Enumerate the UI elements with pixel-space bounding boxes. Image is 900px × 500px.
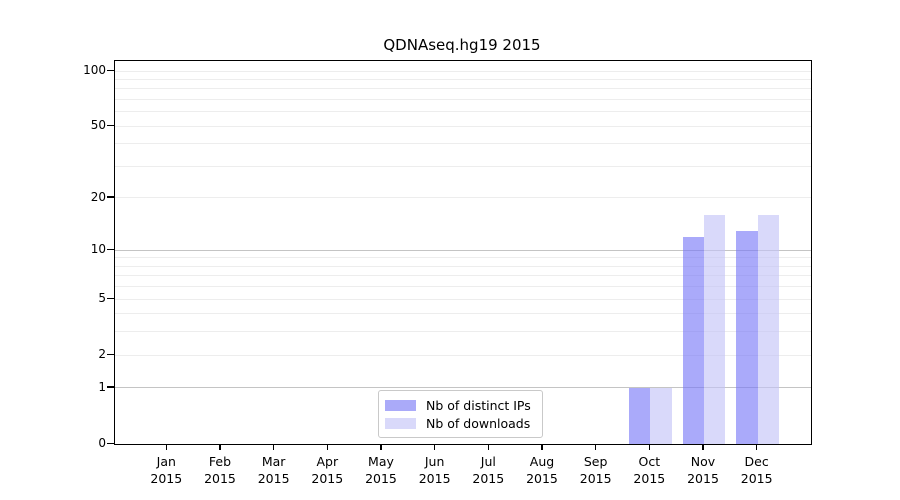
y-tick-mark-2 <box>107 353 114 355</box>
y-tick-label-5: 5 <box>98 291 106 306</box>
minor-gridline-7 <box>115 275 811 277</box>
minor-gridline-90 <box>115 78 811 80</box>
y-tick-mark-50 <box>107 124 114 126</box>
bar-nb-of-distinct-ips-oct-2015 <box>628 387 651 444</box>
y-tick-label-100: 100 <box>83 63 106 77</box>
x-tick-label-jun-2015: Jun 2015 <box>418 454 451 486</box>
x-tick-mark-jan <box>165 444 167 450</box>
x-tick-mark-dec <box>756 444 758 450</box>
legend-swatch-distinct-ips <box>385 399 416 411</box>
minor-gridline-80 <box>115 88 811 90</box>
x-tick-label-mar-2015: Mar 2015 <box>257 454 290 486</box>
x-tick-label-may-2015: May 2015 <box>365 454 397 486</box>
legend-swatch-downloads <box>385 417 416 429</box>
x-tick-label-jan-2015: Jan 2015 <box>150 454 183 486</box>
x-tick-label-dec-2015: Dec 2015 <box>740 454 773 486</box>
minor-gridline-60 <box>115 111 811 113</box>
legend-item-downloads: Nb of downloads <box>385 414 534 432</box>
minor-gridline-2 <box>115 354 811 356</box>
x-tick-mark-aug <box>541 444 543 450</box>
y-tick-label-50: 50 <box>90 118 106 133</box>
minor-gridline-4 <box>115 313 811 315</box>
major-gridline-10 <box>115 249 811 251</box>
x-tick-mark-oct <box>648 444 650 450</box>
x-tick-mark-nov <box>702 444 704 450</box>
minor-gridline-70 <box>115 98 811 100</box>
y-tick-mark-10 <box>107 248 114 250</box>
minor-gridline-50 <box>115 125 811 127</box>
minor-gridline-30 <box>115 165 811 167</box>
y-tick-mark-20 <box>107 196 114 198</box>
y-tick-label-1: 1 <box>98 379 106 394</box>
bar-nb-of-downloads-oct-2015 <box>650 387 672 444</box>
x-tick-label-sep-2015: Sep 2015 <box>579 454 612 486</box>
y-tick-mark-100 <box>107 69 114 71</box>
x-tick-label-feb-2015: Feb 2015 <box>204 454 236 486</box>
x-tick-mark-jun <box>434 444 436 450</box>
y-tick-mark-1 <box>107 386 114 388</box>
minor-gridline-9 <box>115 257 811 259</box>
minor-gridline-6 <box>115 286 811 288</box>
minor-gridline-8 <box>115 265 811 267</box>
x-tick-label-jul-2015: Jul 2015 <box>472 454 505 486</box>
x-tick-mark-feb <box>219 444 221 450</box>
bar-nb-of-distinct-ips-dec-2015 <box>736 230 758 444</box>
x-tick-label-aug-2015: Aug 2015 <box>526 454 558 486</box>
y-tick-label-20: 20 <box>90 189 106 204</box>
minor-gridline-100 <box>115 70 811 72</box>
legend-label-distinct-ips: Nb of distinct IPs <box>426 397 531 413</box>
x-tick-mark-apr <box>326 444 328 450</box>
chart-title: QDNAseq.hg19 2015 <box>383 36 541 54</box>
x-tick-mark-sep <box>595 444 597 450</box>
x-tick-mark-jul <box>487 444 489 450</box>
y-tick-mark-0 <box>107 442 114 444</box>
legend-item-distinct-ips: Nb of distinct IPs <box>385 396 534 414</box>
y-tick-label-0: 0 <box>98 436 106 450</box>
minor-gridline-40 <box>115 143 811 145</box>
bar-nb-of-distinct-ips-nov-2015 <box>682 236 704 444</box>
x-tick-label-nov-2015: Nov 2015 <box>687 454 719 486</box>
minor-gridline-20 <box>115 197 811 199</box>
bar-nb-of-downloads-nov-2015 <box>704 215 726 444</box>
x-tick-mark-may <box>380 444 382 450</box>
x-tick-mark-mar <box>273 444 275 450</box>
major-gridline-1 <box>115 387 811 389</box>
minor-gridline-3 <box>115 331 811 333</box>
y-tick-label-2: 2 <box>98 347 106 362</box>
minor-gridline-5 <box>115 298 811 300</box>
y-tick-mark-5 <box>107 297 114 299</box>
legend: Nb of distinct IPs Nb of downloads <box>378 390 543 438</box>
x-tick-label-apr-2015: Apr 2015 <box>311 454 344 486</box>
x-tick-label-oct-2015: Oct 2015 <box>633 454 666 486</box>
bar-nb-of-downloads-dec-2015 <box>757 215 780 444</box>
y-tick-label-10: 10 <box>90 242 106 257</box>
plot-area <box>114 60 812 445</box>
legend-label-downloads: Nb of downloads <box>426 415 531 431</box>
